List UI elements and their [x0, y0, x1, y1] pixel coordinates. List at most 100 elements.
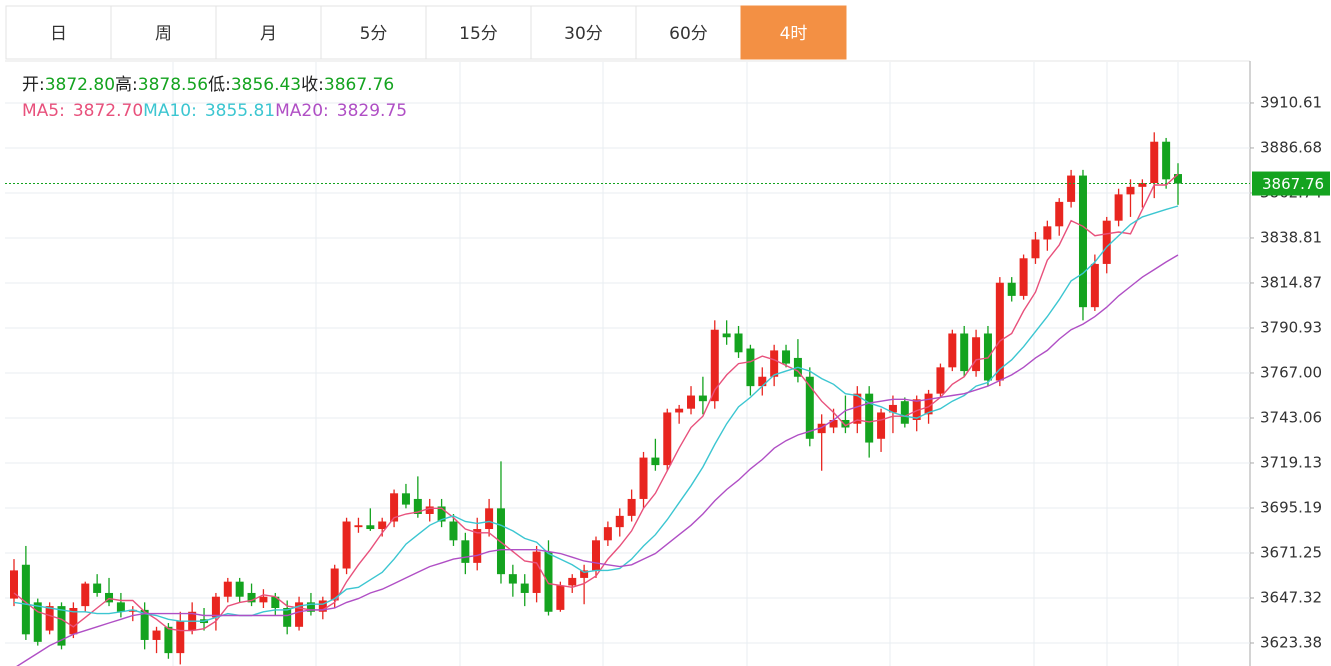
candle-body	[770, 350, 779, 377]
candle-body	[235, 581, 244, 597]
candle-body	[45, 606, 54, 631]
candle-body	[306, 602, 315, 612]
candle-body	[378, 521, 387, 530]
ma-value: 3855.81	[204, 101, 276, 121]
candle-body	[69, 607, 78, 635]
candle-body	[318, 600, 327, 612]
candle-body	[176, 621, 185, 654]
candle-body	[413, 498, 422, 514]
info-value: 3856.43	[230, 75, 302, 95]
candle-body	[1078, 175, 1087, 308]
tab[interactable]	[425, 5, 532, 60]
tab-label[interactable]: 日	[50, 24, 67, 44]
candle-body	[128, 609, 137, 612]
candle-body	[342, 521, 351, 569]
candle-body	[556, 585, 565, 610]
y-tick-label: 3814.87	[1260, 273, 1322, 291]
last-price-box	[1252, 171, 1330, 196]
candle-body	[81, 583, 90, 607]
candle-body	[508, 574, 517, 584]
info-value: 3878.56	[137, 75, 209, 95]
info-label: 开:	[22, 75, 45, 95]
tab[interactable]	[740, 5, 847, 60]
info-label: 低:	[208, 75, 231, 95]
candle-body	[936, 367, 945, 394]
tab[interactable]	[5, 5, 112, 60]
y-tick-label: 3647.32	[1260, 588, 1322, 606]
candle-body	[675, 408, 684, 413]
candle-body	[1031, 239, 1040, 259]
candle-body	[805, 376, 814, 439]
ma-line	[13, 205, 1179, 622]
candle-body	[1114, 194, 1123, 221]
candle-body	[960, 333, 969, 372]
info-label: 收:	[301, 75, 324, 95]
candle-body	[1043, 226, 1052, 240]
ma-label: MA5:	[22, 101, 65, 121]
candle-body	[912, 399, 921, 420]
ma-row: MA5: 3872.70MA10: 3855.81MA20: 3829.75	[22, 98, 407, 124]
candle-body	[592, 540, 600, 571]
candle-body	[116, 602, 125, 612]
candle-body	[1067, 175, 1076, 202]
y-tick-label: 3695.19	[1260, 498, 1322, 516]
candle-body	[366, 525, 375, 530]
ma-line	[16, 254, 1179, 666]
y-tick-label: 3719.13	[1260, 453, 1322, 471]
tab[interactable]	[635, 5, 742, 60]
y-tick-label: 3623.38	[1260, 634, 1322, 652]
ma-value: 3872.70	[72, 101, 144, 121]
candle-body	[782, 350, 791, 364]
tab-label[interactable]: 月	[260, 24, 277, 44]
candle-body	[223, 581, 232, 597]
tab-label[interactable]: 60分	[669, 24, 708, 44]
y-tick-label: 3886.68	[1260, 138, 1322, 156]
tab-label[interactable]: 周	[155, 24, 172, 44]
tab[interactable]	[215, 5, 322, 60]
tab[interactable]	[320, 5, 427, 60]
candle-body	[21, 564, 30, 635]
tab-label[interactable]: 30分	[564, 24, 603, 44]
y-tick-label: 3767.00	[1260, 363, 1322, 381]
y-tick-label: 3910.61	[1260, 93, 1322, 111]
candle-body	[900, 401, 909, 424]
candle-body	[390, 493, 399, 522]
candle-body	[93, 583, 102, 593]
candle-body	[211, 596, 220, 618]
candle-body	[722, 333, 731, 338]
candle-body	[829, 419, 838, 428]
candle-body	[972, 337, 981, 372]
candle-body	[1102, 220, 1111, 264]
candle-body	[1138, 183, 1147, 187]
candle-body	[140, 609, 149, 640]
candle-body	[425, 506, 434, 514]
candle-body	[948, 333, 957, 368]
last-price-label: 3867.76	[1262, 175, 1324, 193]
candle-body	[105, 592, 114, 603]
candle-body	[164, 626, 173, 654]
tab-label[interactable]: 5分	[360, 24, 388, 44]
info-value: 3872.80	[44, 75, 116, 95]
candle-body	[627, 498, 636, 516]
candle-body	[853, 393, 862, 424]
info-label: 高:	[115, 75, 138, 95]
candle-body	[152, 630, 161, 640]
candle-body	[10, 570, 18, 599]
tab-label[interactable]: 4时	[780, 24, 808, 44]
ma-value: 3829.75	[336, 101, 408, 121]
candle-body	[1150, 141, 1159, 184]
candle-body	[734, 333, 743, 353]
candle-body	[603, 527, 612, 541]
ohlc-row: 开:3872.80高:3878.56低:3856.43收:3867.76	[22, 72, 407, 98]
y-tick-label: 3743.06	[1260, 408, 1322, 426]
candle-body	[1055, 201, 1064, 227]
tab[interactable]	[110, 5, 217, 60]
candle-body	[1174, 174, 1182, 184]
tab-label[interactable]: 15分	[459, 24, 498, 44]
candle-body	[580, 570, 589, 578]
candle-body	[437, 506, 446, 522]
candle-body	[924, 393, 933, 415]
candle-body	[449, 521, 458, 541]
